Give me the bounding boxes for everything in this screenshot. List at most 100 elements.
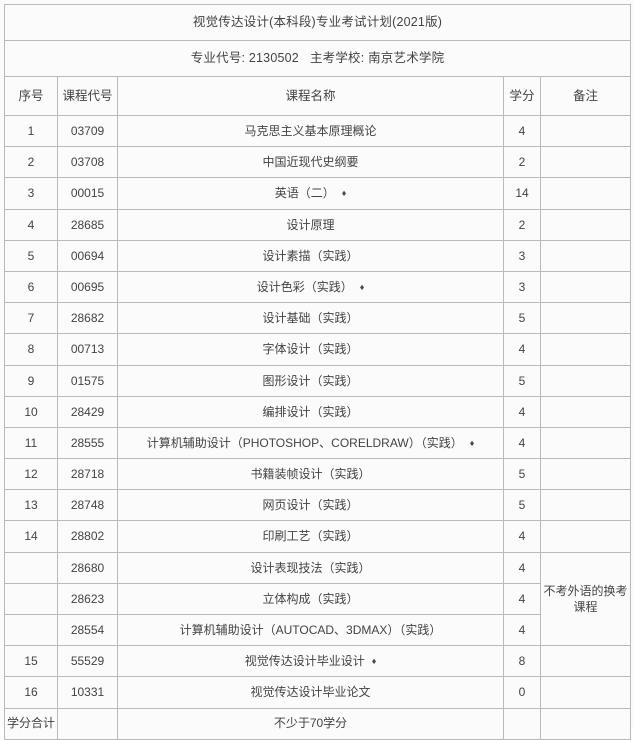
course-code: 28554 xyxy=(57,613,118,647)
course-credit: 5 xyxy=(503,364,541,397)
course-code: 28429 xyxy=(57,395,118,428)
table-row: 6 00695 设计色彩（实践） ♦ 3 xyxy=(4,270,632,304)
course-credit: 0 xyxy=(503,676,541,709)
course-name-cell: 书籍装帧设计（实践） xyxy=(117,458,504,491)
course-credit: 4 xyxy=(503,582,541,616)
row-index: 8 xyxy=(4,333,58,366)
table-row: 9 01575 图形设计（实践） 5 xyxy=(4,364,632,397)
table-row: 12 28718 书籍装帧设计（实践） 5 xyxy=(4,458,632,491)
table-row: 5 00694 设计素描（实践） 3 xyxy=(4,239,632,272)
course-credit: 5 xyxy=(503,489,541,522)
course-credit: 5 xyxy=(503,458,541,491)
table-row: 28623 立体构成（实践） 4 xyxy=(4,582,631,616)
course-name-cell: 编排设计（实践） xyxy=(117,395,504,428)
course-code: 28802 xyxy=(57,520,118,553)
row-remark xyxy=(539,364,632,397)
diamond-marker-icon: ♦ xyxy=(469,437,475,448)
total-value: 不少于70学分 xyxy=(117,707,504,740)
course-name: 中国近现代史纲要 xyxy=(262,155,359,170)
diamond-marker-icon: ♦ xyxy=(359,281,365,292)
row-remark xyxy=(539,302,632,335)
row-remark xyxy=(539,333,632,366)
total-remark xyxy=(539,707,632,740)
course-name: 马克思主义基本原理概论 xyxy=(244,124,377,138)
course-credit: 4 xyxy=(503,333,541,366)
course-name: 编排设计（实践） xyxy=(262,404,359,419)
course-name-cell: 英语（二） ♦ xyxy=(117,177,504,210)
course-name: 设计基础（实践） xyxy=(262,311,359,326)
course-credit: 4 xyxy=(503,520,541,553)
course-name: 网页设计（实践） xyxy=(262,498,359,513)
course-name-cell: 马克思主义基本原理概论 xyxy=(117,114,504,148)
course-credit: 8 xyxy=(503,645,541,678)
row-index xyxy=(4,582,58,616)
row-index: 13 xyxy=(4,489,58,522)
table-body: 1 03709 马克思主义基本原理概论 4 2 03708 中国近现代史纲要 2 3 00015 英… xyxy=(4,114,632,709)
exam-plan-table: 视觉传达设计(本科段)专业考试计划(2021版) 专业代号: 2130502 主… xyxy=(3,4,632,740)
table-row: 16 10331 视觉传达设计毕业论文 0 xyxy=(4,676,632,709)
major-info-text: 专业代号: 2130502 主考学校: 南京艺术学院 xyxy=(190,51,445,66)
course-credit: 5 xyxy=(503,302,541,335)
course-name-cell: 设计素描（实践） xyxy=(117,239,504,272)
row-index: 11 xyxy=(4,426,58,460)
row-remark xyxy=(539,458,632,491)
row-index: 6 xyxy=(4,270,58,304)
course-name-cell: 计算机辅助设计（AUTOCAD、3DMAX）（实践） xyxy=(117,613,504,647)
course-name-cell: 印刷工艺（实践） xyxy=(117,520,504,553)
course-name: 设计素描（实践） xyxy=(262,248,359,263)
row-remark xyxy=(539,146,632,179)
row-index xyxy=(4,551,58,584)
row-remark xyxy=(539,395,632,428)
course-code: 10331 xyxy=(57,676,118,709)
row-index: 5 xyxy=(4,239,58,272)
course-name-cell: 视觉传达设计毕业论文 xyxy=(117,676,504,709)
table-row: 11 28555 计算机辅助设计（PHOTOSHOP、CORELDRAW）（实践） ♦… xyxy=(4,426,632,460)
course-name-cell: 设计原理 xyxy=(117,208,504,241)
course-code: 00713 xyxy=(57,333,118,366)
row-remark xyxy=(539,208,632,241)
table-header-row: 序号 课程代号 课程名称 学分 备注 xyxy=(4,76,632,116)
row-index: 2 xyxy=(4,146,58,179)
course-credit: 4 xyxy=(503,395,541,428)
course-name: 设计表现技法（实践） xyxy=(250,560,371,575)
row-index: 7 xyxy=(4,302,58,335)
course-name-cell: 立体构成（实践） xyxy=(117,582,504,616)
course-credit: 4 xyxy=(503,551,541,584)
table-subtitle-row: 专业代号: 2130502 主考学校: 南京艺术学院 xyxy=(3,40,632,77)
course-credit: 3 xyxy=(503,239,541,272)
course-credit: 4 xyxy=(503,613,541,647)
column-header-credit: 学分 xyxy=(503,76,541,116)
table-row: 28554 计算机辅助设计（AUTOCAD、3DMAX）（实践） 4 xyxy=(4,613,631,647)
course-credit: 4 xyxy=(503,114,541,148)
course-code: 28555 xyxy=(57,426,118,460)
table-row: 1 03709 马克思主义基本原理概论 4 xyxy=(4,114,632,148)
course-name-cell: 设计色彩（实践） ♦ xyxy=(117,270,504,304)
course-name-cell: 图形设计（实践） xyxy=(117,364,504,397)
course-name-cell: 设计表现技法（实践） xyxy=(117,551,504,584)
course-code: 28718 xyxy=(57,458,118,491)
row-remark xyxy=(539,676,632,709)
table-row: 2 03708 中国近现代史纲要 2 xyxy=(4,146,632,179)
row-remark xyxy=(539,239,632,272)
course-name: 印刷工艺（实践） xyxy=(262,529,359,544)
course-name-cell: 设计基础（实践） xyxy=(117,302,504,335)
row-remark xyxy=(539,270,632,304)
course-name-cell: 字体设计（实践） xyxy=(117,333,504,366)
table-row: 4 28685 设计原理 2 xyxy=(4,208,632,241)
page-title: 视觉传达设计(本科段)专业考试计划(2021版) xyxy=(3,4,632,41)
total-code xyxy=(57,707,118,740)
row-index: 3 xyxy=(4,177,58,210)
course-code: 03708 xyxy=(57,146,118,179)
course-name-cell: 计算机辅助设计（PHOTOSHOP、CORELDRAW）（实践） ♦ xyxy=(117,426,504,460)
course-name-cell: 网页设计（实践） xyxy=(117,489,504,522)
course-code: 55529 xyxy=(57,645,118,678)
course-credit: 14 xyxy=(503,177,541,210)
course-code: 01575 xyxy=(57,364,118,397)
column-header-course-code: 课程代号 xyxy=(57,76,118,116)
course-code: 00694 xyxy=(57,239,118,272)
diamond-marker-icon: ♦ xyxy=(371,656,377,667)
total-credit xyxy=(503,707,541,740)
table-row: 14 28802 印刷工艺（实践） 4 xyxy=(4,520,632,553)
row-remark xyxy=(539,489,632,522)
